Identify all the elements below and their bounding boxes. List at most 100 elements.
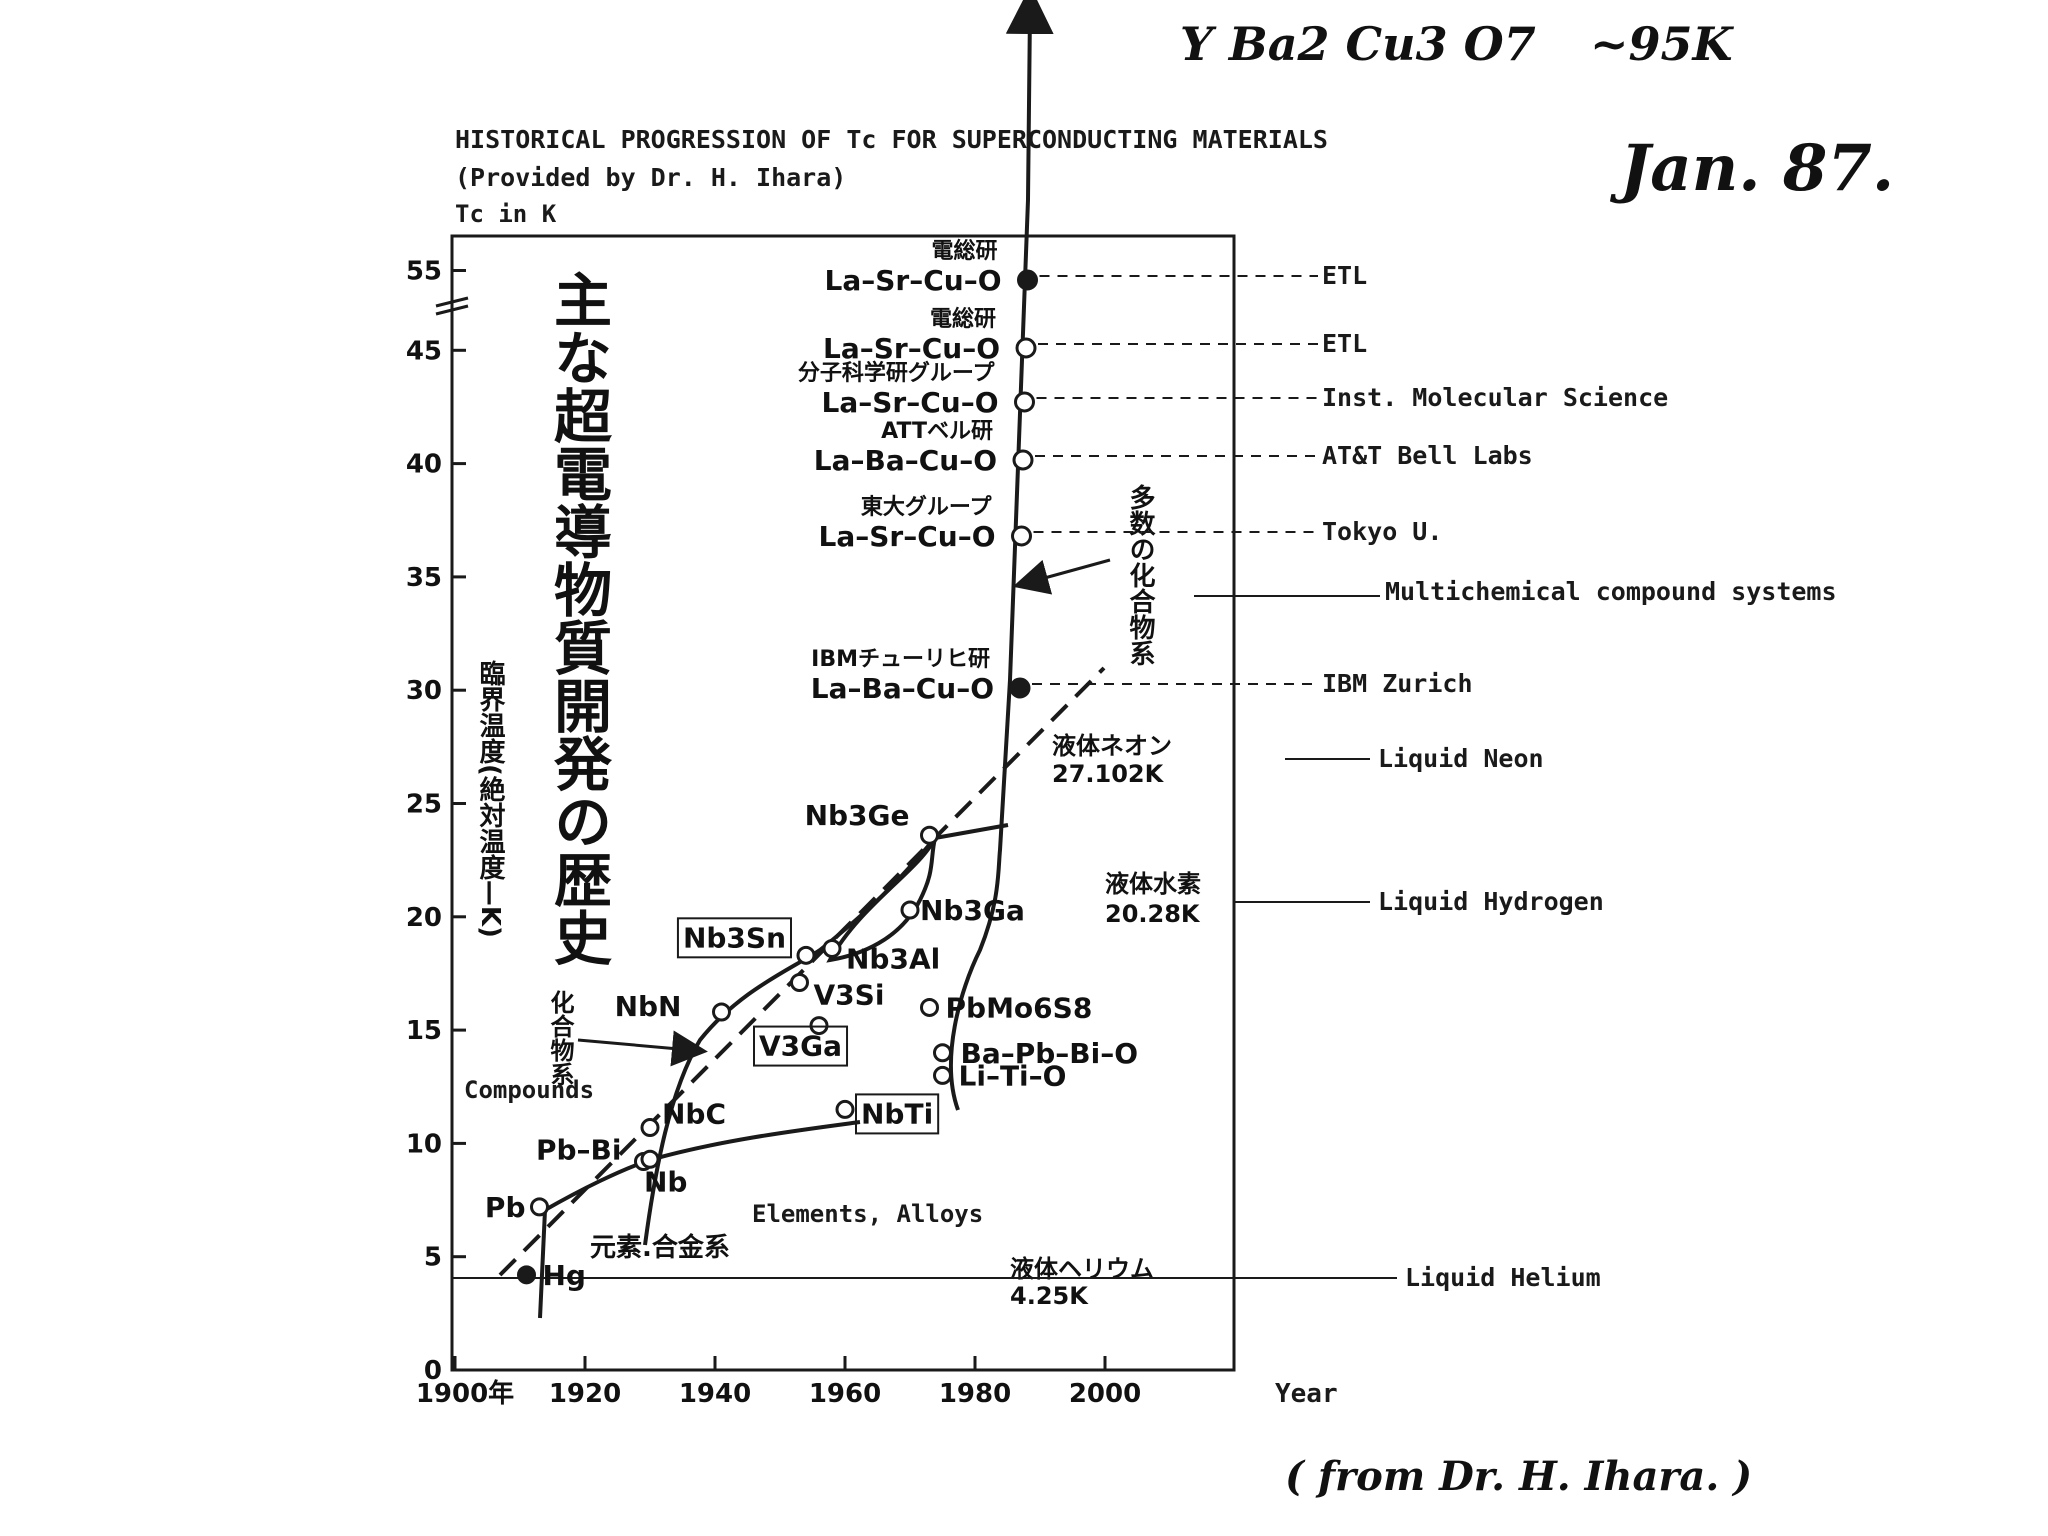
data-point-lab-jp: ATTベル研	[881, 419, 993, 444]
data-point-label-box	[855, 1093, 940, 1135]
handwritten-formula: Y Ba2 Cu3 O7	[1180, 17, 1536, 71]
data-point-marker	[640, 1118, 660, 1138]
data-point-lab-jp: 東大グループ	[861, 494, 993, 520]
y-tick-label: 20	[406, 903, 442, 933]
handwritten-footer: ( from Dr. H. Ihara. )	[1285, 1453, 1752, 1500]
data-point-lab-en: Tokyo U.	[1322, 517, 1442, 546]
data-point-lab-en: ETL	[1322, 329, 1367, 358]
data-point-lab-en: AT&T Bell Labs	[1322, 441, 1533, 470]
data-point-lab-en: ETL	[1322, 261, 1367, 290]
x-tick-label: 1980	[939, 1379, 1011, 1409]
y-tick-label: 55	[406, 257, 442, 287]
data-point-marker	[933, 1043, 952, 1063]
data-point-label: Li–Ti–O	[959, 1059, 1067, 1092]
y-tick-label: 5	[424, 1243, 442, 1273]
jp-title: 主な超電導物質開発の歴史	[544, 270, 612, 966]
data-point-lab-en: Inst. Molecular Science	[1322, 383, 1668, 412]
data-point-label: Pb–Bi	[536, 1134, 622, 1167]
data-point-label: Nb3Sn	[683, 921, 786, 954]
y-tick-label: 40	[406, 450, 442, 480]
data-point-marker	[530, 1197, 549, 1217]
handwritten-date: Jan. 87.	[1609, 131, 1894, 206]
a15-curve	[826, 837, 937, 963]
data-point-marker	[1009, 677, 1031, 699]
data-point-marker	[1011, 525, 1032, 547]
data-point-marker	[822, 939, 842, 959]
jp-multi-label: 多数の化合物系	[1125, 484, 1155, 666]
x-tick-label: 2000	[1069, 1379, 1141, 1409]
elements-label: Elements, Alloys	[752, 1200, 983, 1228]
data-point-marker	[796, 945, 816, 965]
data-point-marker	[517, 1265, 536, 1285]
ref-line-en-label: Liquid Helium	[1405, 1263, 1601, 1292]
data-point-label: La–Sr–Cu–O	[825, 264, 1002, 297]
data-point-lab-en: IBM Zurich	[1322, 669, 1473, 698]
data-point-label: NbN	[615, 990, 682, 1023]
axis-break-mark-1	[435, 296, 469, 308]
data-point-label: V3Si	[814, 979, 885, 1012]
y-tick-label: 35	[406, 563, 442, 593]
data-point-marker	[920, 825, 939, 845]
y-axis-label: Tc in K	[455, 200, 557, 228]
data-point-marker	[1017, 269, 1038, 291]
x-tick-label: 1900年	[416, 1378, 514, 1409]
data-point-marker	[900, 900, 920, 920]
data-point-label: Hg	[543, 1259, 586, 1292]
data-point-label: Nb3Ga	[920, 894, 1025, 927]
data-point-marker	[640, 1149, 660, 1169]
data-point-marker	[920, 997, 939, 1017]
data-point-label-box	[753, 1025, 849, 1067]
data-point-label: La–Sr–Cu–O	[823, 332, 1000, 365]
data-point-label: La–Sr–Cu–O	[819, 520, 996, 553]
data-point-label: Ba–Pb–Bi–O	[961, 1037, 1139, 1070]
x-axis-label: Year	[1275, 1379, 1338, 1409]
data-point-label: V3Ga	[759, 1030, 842, 1063]
ref-line-value-label: 20.28K	[1105, 900, 1201, 928]
chart-subtitle: (Provided by Dr. H. Ihara)	[455, 163, 846, 192]
y-tick-label: 45	[406, 336, 442, 366]
compounds-arrow	[577, 1030, 708, 1067]
data-point-label: NbC	[662, 1098, 726, 1131]
data-point-lab-jp: 電総研	[931, 238, 997, 264]
data-point-label: Pb	[485, 1191, 526, 1224]
data-point-marker	[790, 973, 809, 993]
x-tick-label: 1940	[679, 1379, 751, 1409]
data-point-lab-jp: IBMチューリヒ研	[811, 647, 990, 672]
y-tick-label: 15	[406, 1016, 442, 1046]
data-point-label: Nb	[644, 1165, 687, 1198]
ref-line-jp-label: 液体ネオン	[1052, 732, 1172, 760]
data-point-marker	[1012, 449, 1034, 471]
y-tick-label: 10	[406, 1129, 442, 1159]
x-tick-label: 1920	[549, 1379, 621, 1409]
x-tick-label: 1960	[809, 1379, 881, 1409]
y-tick-label: 25	[406, 790, 442, 820]
y-tick-label: 0	[424, 1356, 442, 1386]
multichemical-annotation: Multichemical compound systems	[1385, 577, 1837, 606]
data-point-label: PbMo6S8	[946, 991, 1093, 1024]
dashed-trend-line	[498, 666, 1106, 1277]
data-points: Hg Pb Pb–Bi Nb NbC NbN V3Ga V3Si Nb3Sn Nb3Al NbTi N…	[485, 238, 1668, 1292]
axis-break-mark-2	[435, 304, 469, 316]
ref-line-en-label: Liquid Neon	[1378, 744, 1544, 773]
ref-line-value-label: 27.102K	[1052, 760, 1165, 788]
data-point-label: La–Sr–Cu–O	[822, 386, 999, 419]
axis-ticks: 0 5 10 15 20 25 30 35 40 45 55 1900年 1920 1940 1960 198…	[406, 257, 1141, 1410]
oxide-curve	[948, 0, 1054, 1111]
ref-line-value-label: 4.25K	[1010, 1282, 1089, 1310]
data-point-label: Nb3Al	[846, 943, 940, 976]
data-point-marker	[933, 1065, 952, 1085]
chart-title: HISTORICAL PROGRESSION OF Tc FOR SUPERCO…	[455, 125, 1328, 154]
multi-arrow	[1012, 558, 1111, 595]
ref-line-jp-label: 液体水素	[1105, 870, 1201, 898]
y-tick-label: 30	[406, 676, 442, 706]
data-point-marker	[1015, 337, 1037, 359]
jp-title-vertical: 主な超電導物質開発の歴史	[544, 270, 612, 966]
data-point-label: Nb3Ge	[805, 799, 910, 832]
data-point-label: La–Ba–Cu–O	[811, 672, 994, 705]
ref-line-en-label: Liquid Hydrogen	[1378, 887, 1604, 916]
data-point-label: NbTi	[861, 1097, 933, 1130]
data-point-lab-jp: 分子科学研グループ	[798, 360, 996, 386]
jp-yaxis-label: 臨界温度(絶対温度—K)	[475, 660, 505, 938]
handwritten-formula-tc: ~95K	[1590, 17, 1735, 71]
